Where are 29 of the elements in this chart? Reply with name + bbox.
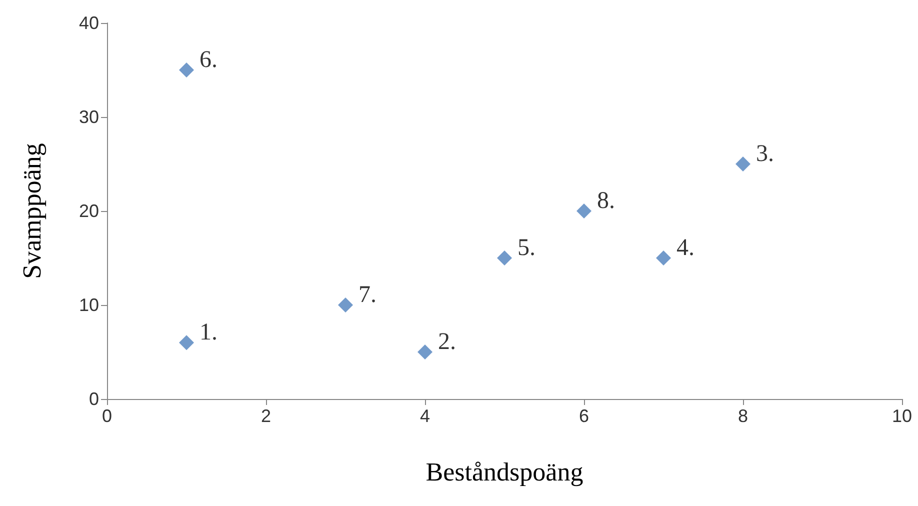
point xyxy=(656,250,671,266)
point xyxy=(576,204,592,218)
x-tick-label: 2 xyxy=(260,406,272,426)
annotation: 5. xyxy=(518,235,536,261)
point xyxy=(338,298,353,312)
annotation: 2. xyxy=(438,329,456,355)
x-tick-label: 10 xyxy=(892,406,912,426)
annotation: 1. xyxy=(200,320,218,346)
point xyxy=(418,344,432,360)
x-tick-label: 0 xyxy=(102,406,112,426)
y-tick-label: 30 xyxy=(78,107,99,127)
x-tick-label: 4 xyxy=(420,406,430,426)
annotation: 6. xyxy=(200,47,218,73)
point xyxy=(179,335,194,350)
annotation: 4. xyxy=(676,235,694,261)
annotation: 8. xyxy=(597,188,615,214)
annotation: 7. xyxy=(358,282,376,308)
point xyxy=(497,250,512,266)
x-tick-label: 8 xyxy=(738,406,748,426)
x-tick-label: 6 xyxy=(578,406,590,426)
point xyxy=(736,156,750,172)
y-tick-label: 40 xyxy=(78,13,99,33)
point xyxy=(179,62,194,78)
x-axis-title: Beståndspoäng xyxy=(426,458,584,486)
y-axis-title: Svamppoäng xyxy=(18,143,46,279)
y-tick-label: 0 xyxy=(88,389,99,409)
y-tick-label: 10 xyxy=(78,295,99,315)
annotation: 3. xyxy=(756,141,774,167)
y-tick-label: 20 xyxy=(78,201,99,221)
